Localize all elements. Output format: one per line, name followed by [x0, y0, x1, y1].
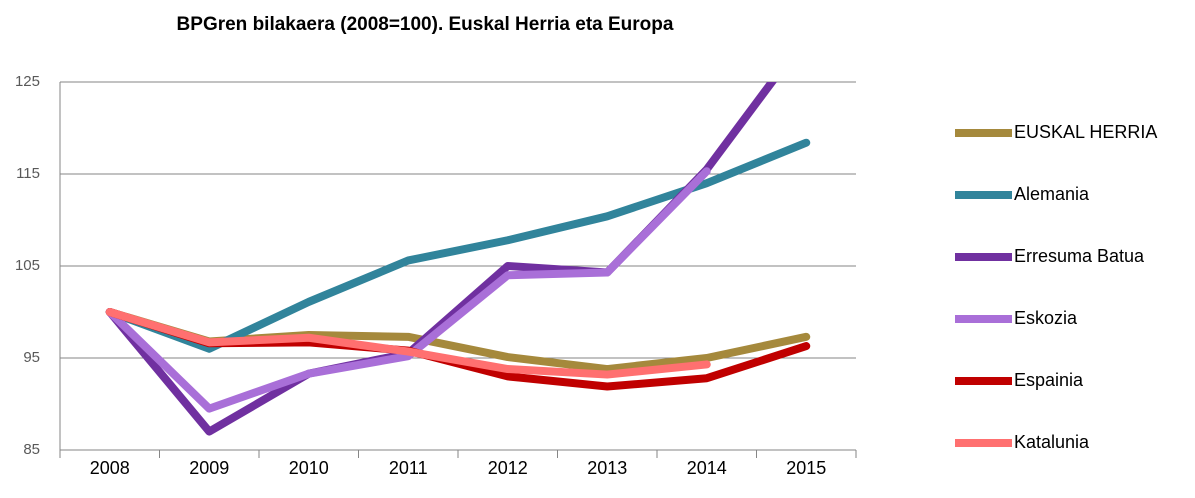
legend-label: EUSKAL HERRIA [1014, 122, 1157, 142]
legend-label: Alemania [1014, 184, 1090, 204]
legend-label: Katalunia [1014, 432, 1090, 452]
x-tick-label: 2010 [289, 458, 329, 478]
x-tick-label: 2014 [687, 458, 727, 478]
x-tick-label: 2015 [786, 458, 826, 478]
x-tick-label: 2008 [90, 458, 130, 478]
series-line [105, 167, 711, 413]
y-tick-label: 125 [15, 73, 40, 90]
series-line [105, 82, 777, 436]
chart-title: BPGren bilakaera (2008=100). Euskal Herr… [177, 14, 674, 35]
x-tick-label: 2013 [587, 458, 627, 478]
x-tick-label: 2012 [488, 458, 528, 478]
x-tick-label: 2009 [189, 458, 229, 478]
series-line [105, 308, 711, 379]
x-tick-label: 2011 [389, 458, 428, 478]
y-tick-label: 115 [16, 165, 40, 182]
legend-label: Eskozia [1014, 308, 1078, 328]
y-tick-label: 85 [23, 441, 40, 458]
legend-label: Espainia [1014, 370, 1084, 390]
legend-label: Erresuma Batua [1014, 246, 1145, 266]
y-tick-label: 105 [15, 257, 40, 274]
y-tick-label: 95 [23, 349, 40, 366]
